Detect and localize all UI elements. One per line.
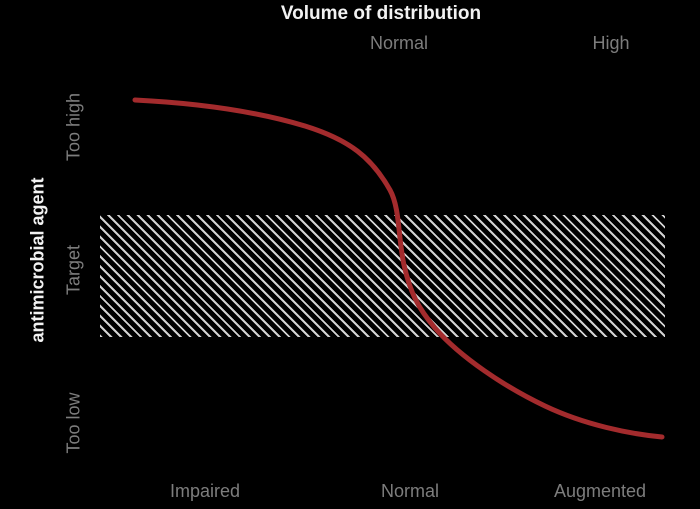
chart-title: Volume of distribution [280, 3, 482, 24]
x-bottom-tick-augmented: Augmented [553, 481, 647, 501]
x-top-tick-high: High [592, 33, 630, 53]
x-bottom-tick-impaired: Impaired [169, 481, 241, 501]
x-top-tick-normal: Normal [369, 33, 429, 53]
x-bottom-tick-normal: Normal [380, 481, 440, 501]
target-range-band [100, 215, 665, 337]
concentration-curve [132, 97, 665, 440]
